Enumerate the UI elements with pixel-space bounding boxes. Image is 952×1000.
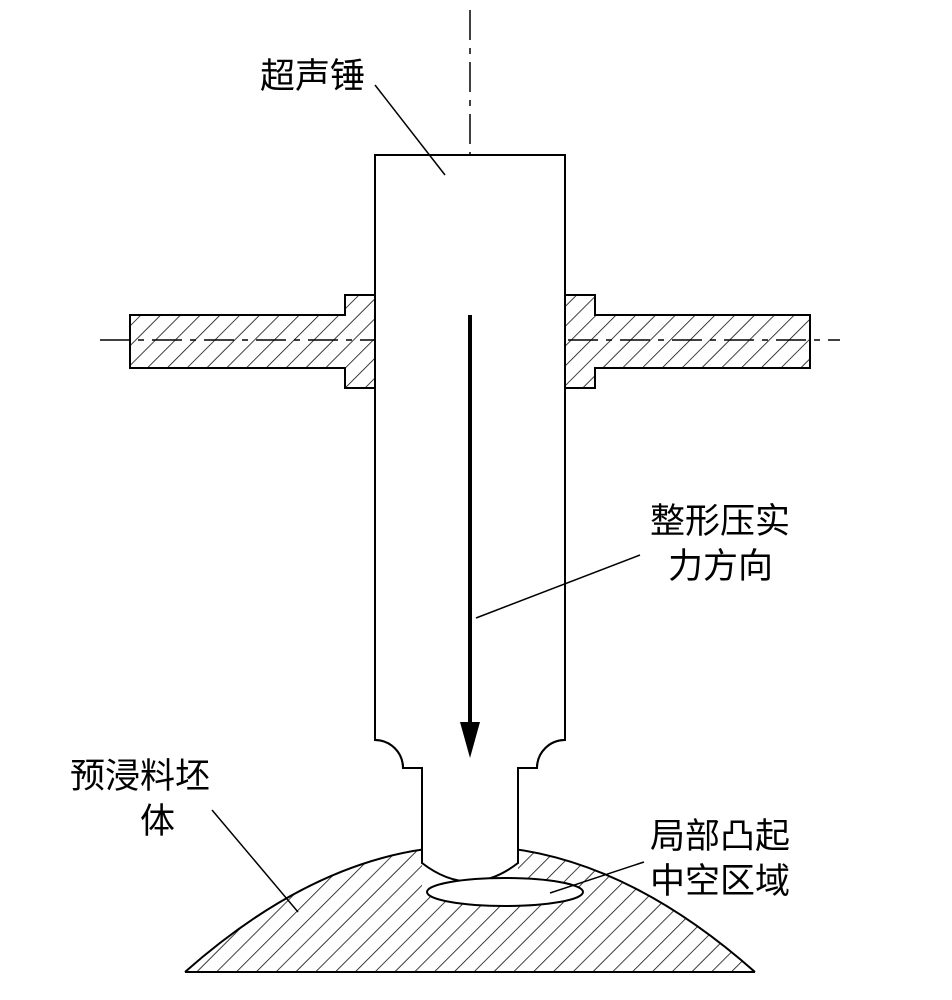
leader-prepreg	[212, 810, 298, 912]
label-bulge-l2: 中空区域	[650, 860, 790, 904]
flange-right	[565, 295, 810, 388]
label-force-l2: 力方向	[668, 545, 773, 589]
diagram-svg	[0, 0, 952, 1000]
label-prepreg-l1: 预浸料坯	[70, 755, 210, 799]
label-bulge-l1: 局部凸起	[650, 815, 790, 859]
label-force-l1: 整形压实	[650, 500, 790, 544]
flange-left	[130, 295, 375, 388]
label-hammer: 超声锤	[260, 55, 365, 99]
void-ellipse	[427, 878, 583, 906]
hammer-tip-overlay	[422, 768, 518, 882]
label-prepreg-l2: 体	[140, 800, 175, 844]
engineering-diagram: 超声锤 整形压实 力方向 预浸料坯 体 局部凸起 中空区域	[0, 0, 952, 1000]
